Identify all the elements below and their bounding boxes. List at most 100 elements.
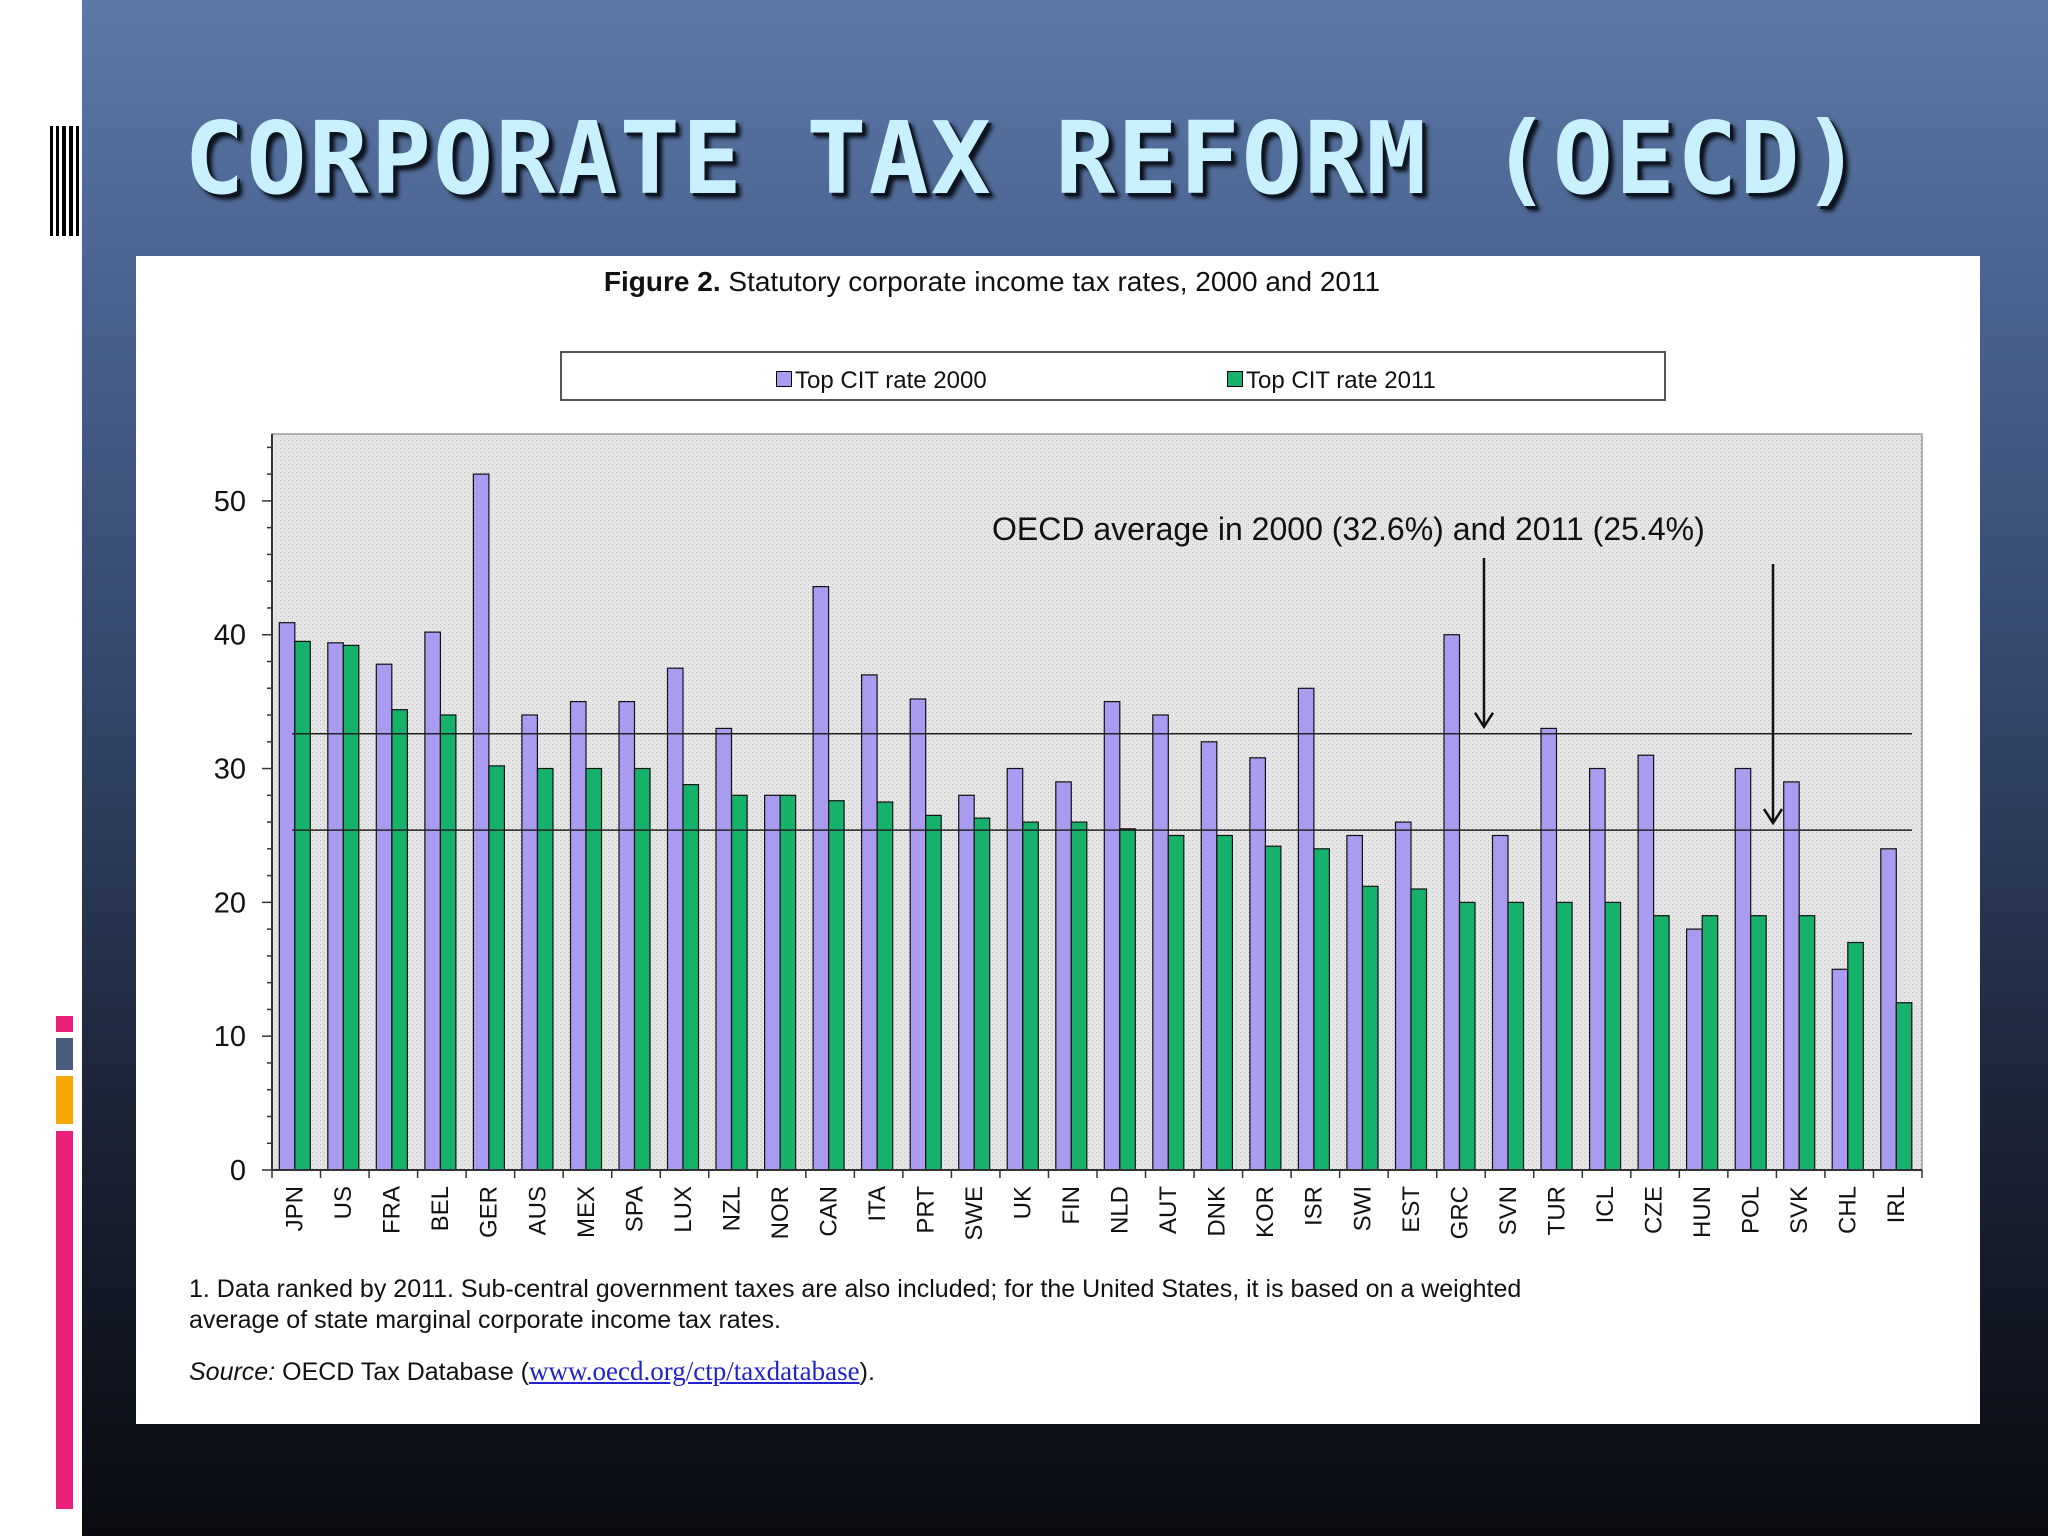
bar-mex-2000 xyxy=(569,701,587,1171)
bar-nor-2011 xyxy=(779,794,797,1171)
bar-est-2011 xyxy=(1410,888,1428,1171)
x-tick-label-ita: ITA xyxy=(864,1186,891,1222)
x-tick-label-tur: TUR xyxy=(1543,1186,1570,1235)
x-tick-label-fin: FIN xyxy=(1058,1186,1085,1225)
bar-bel-2011 xyxy=(439,714,457,1171)
bar-grc-2000 xyxy=(1443,634,1461,1171)
bar-bel-2000 xyxy=(424,631,441,1171)
bar-ger-2011 xyxy=(488,765,505,1171)
x-tick-label-swi: SWI xyxy=(1349,1186,1376,1231)
x-tick-label-prt: PRT xyxy=(912,1186,939,1234)
legend-item-2000: Top CIT rate 2000 xyxy=(776,367,987,395)
bar-uk-2011 xyxy=(1022,821,1039,1171)
bar-nzl-2011 xyxy=(730,794,748,1171)
bar-nor-2000 xyxy=(763,794,781,1171)
bar-isr-2000 xyxy=(1297,687,1315,1171)
bar-grc-2011 xyxy=(1458,901,1476,1171)
x-tick-label-kor: KOR xyxy=(1252,1186,1279,1238)
x-tick-label-aut: AUT xyxy=(1155,1186,1182,1234)
x-tick-label-chl: CHL xyxy=(1835,1186,1862,1234)
bar-tur-2011 xyxy=(1555,901,1573,1171)
bar-spa-2000 xyxy=(618,701,636,1171)
bar-chl-2000 xyxy=(1831,968,1849,1171)
x-tick-label-uk: UK xyxy=(1010,1186,1037,1219)
bar-swe-2011 xyxy=(973,817,991,1171)
bar-prt-2000 xyxy=(909,698,927,1171)
bar-dnk-2000 xyxy=(1200,741,1218,1171)
x-tick-label-lux: LUX xyxy=(670,1186,697,1233)
bar-cze-2000 xyxy=(1637,754,1655,1171)
x-tick-label-nld: NLD xyxy=(1107,1186,1134,1234)
x-tick-label-spa: SPA xyxy=(621,1186,648,1232)
bar-kor-2011 xyxy=(1264,845,1282,1171)
bar-us-2011 xyxy=(342,644,360,1171)
bar-swe-2000 xyxy=(958,794,975,1171)
bar-swi-2000 xyxy=(1346,834,1364,1171)
bar-svk-2000 xyxy=(1783,781,1800,1171)
bar-chl-2011 xyxy=(1847,941,1864,1171)
x-tick-label-isr: ISR xyxy=(1301,1186,1328,1226)
bar-can-2000 xyxy=(812,586,830,1171)
x-tick-label-fra: FRA xyxy=(379,1186,406,1234)
bar-hun-2011 xyxy=(1701,915,1719,1171)
x-tick-label-us: US xyxy=(330,1186,357,1219)
source-link[interactable]: www.oecd.org/ctp/taxdatabase xyxy=(529,1356,860,1386)
x-tick-label-swe: SWE xyxy=(961,1186,988,1241)
chart-annotation: OECD average in 2000 (32.6%) and 2011 (2… xyxy=(992,511,1705,547)
x-tick-label-jpn: JPN xyxy=(282,1186,309,1231)
y-tick-label: 40 xyxy=(214,620,246,652)
bar-svn-2011 xyxy=(1507,901,1525,1171)
bar-irl-2011 xyxy=(1895,1002,1913,1171)
bar-svk-2011 xyxy=(1798,915,1816,1171)
bar-nld-2000 xyxy=(1103,701,1121,1171)
bar-kor-2000 xyxy=(1249,757,1267,1171)
x-tick-label-svn: SVN xyxy=(1495,1186,1522,1235)
bar-nld-2011 xyxy=(1119,828,1136,1171)
bar-fra-2011 xyxy=(391,709,408,1171)
bar-ger-2000 xyxy=(472,473,490,1171)
bar-cze-2011 xyxy=(1652,915,1670,1171)
x-tick-label-cze: CZE xyxy=(1640,1186,1667,1234)
x-tick-label-nor: NOR xyxy=(767,1186,794,1239)
bar-lux-2000 xyxy=(666,667,684,1171)
bar-uk-2000 xyxy=(1006,767,1024,1171)
y-tick-label: 10 xyxy=(214,1021,246,1053)
bar-prt-2011 xyxy=(925,814,942,1171)
bar-lux-2011 xyxy=(682,783,700,1171)
slide-title: CORPORATE TAX REFORM (OECD) xyxy=(184,100,1864,217)
bar-swi-2011 xyxy=(1361,885,1379,1171)
figure-title: Figure 2. Statutory corporate income tax… xyxy=(136,266,1848,298)
x-tick-label-irl: IRL xyxy=(1883,1186,1910,1223)
bar-spa-2011 xyxy=(633,767,651,1171)
source-end: ). xyxy=(859,1358,875,1386)
bar-icl-2000 xyxy=(1588,767,1606,1171)
figure-panel: Figure 2. Statutory corporate income tax… xyxy=(136,256,1980,1424)
legend-swatch-2000 xyxy=(776,371,792,387)
x-tick-label-icl: ICL xyxy=(1592,1186,1619,1223)
figure-title-number: Figure 2. xyxy=(603,266,721,297)
bar-svn-2000 xyxy=(1491,834,1509,1171)
bar-aus-2000 xyxy=(521,714,538,1171)
accent-orange xyxy=(56,1076,73,1124)
x-tick-label-grc: GRC xyxy=(1446,1186,1473,1239)
bar-dnk-2011 xyxy=(1216,834,1234,1171)
x-tick-label-pol: POL xyxy=(1737,1186,1764,1234)
x-tick-label-hun: HUN xyxy=(1689,1186,1716,1238)
bar-pol-2011 xyxy=(1750,915,1767,1171)
accent-pink-bar xyxy=(56,1131,73,1509)
bar-hun-2000 xyxy=(1685,928,1703,1171)
footnote-line-1: 1. Data ranked by 2011. Sub-central gove… xyxy=(189,1275,1522,1303)
x-tick-label-nzl: NZL xyxy=(718,1186,745,1231)
bar-nzl-2000 xyxy=(715,727,733,1171)
bar-jpn-2000 xyxy=(278,622,296,1171)
decorative-stripes xyxy=(50,126,80,236)
bar-fra-2000 xyxy=(375,663,393,1171)
legend-item-2011: Top CIT rate 2011 xyxy=(1227,367,1436,395)
chart-legend: Top CIT rate 2000 Top CIT rate 2011 xyxy=(560,351,1666,401)
arrow-2000-head xyxy=(1473,712,1495,730)
bar-can-2011 xyxy=(827,800,845,1171)
bar-pol-2000 xyxy=(1734,767,1752,1171)
y-tick-label: 20 xyxy=(214,887,246,919)
x-tick-label-svk: SVK xyxy=(1786,1186,1813,1234)
bar-mex-2011 xyxy=(585,767,603,1171)
